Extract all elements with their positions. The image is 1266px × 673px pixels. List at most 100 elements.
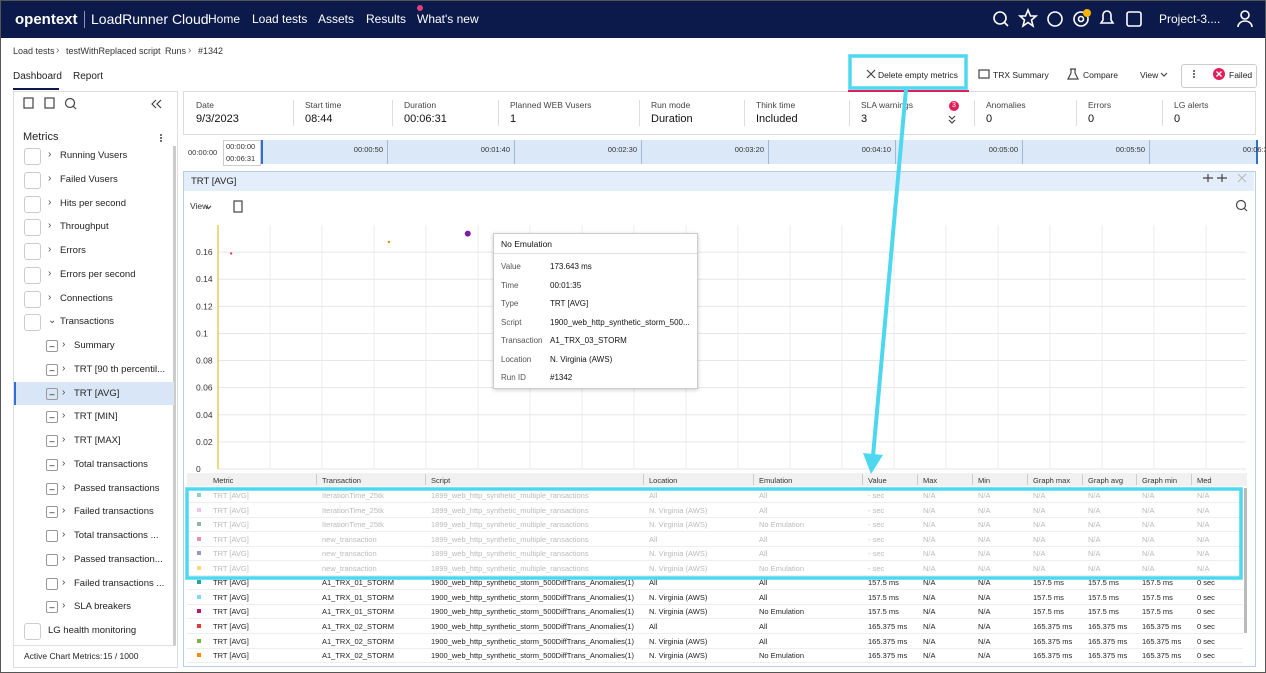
summary-label: Errors bbox=[1088, 100, 1112, 110]
nav-link[interactable]: Home bbox=[208, 12, 241, 26]
table-cell: All bbox=[759, 491, 768, 500]
metric-label[interactable]: Transactions bbox=[60, 316, 115, 328]
metric-label[interactable]: Failed transactions ... bbox=[74, 577, 165, 589]
column-header[interactable]: Script bbox=[431, 476, 451, 485]
expand-arrow[interactable]: › bbox=[62, 434, 66, 445]
metric-label[interactable]: Passed transaction... bbox=[74, 553, 163, 565]
column-header[interactable]: Transaction bbox=[322, 476, 361, 485]
column-header[interactable]: Location bbox=[649, 476, 678, 485]
checkbox[interactable]: – bbox=[46, 435, 58, 447]
trx-button[interactable]: TRX Summary bbox=[993, 70, 1049, 80]
row-sep bbox=[187, 618, 1243, 620]
metric-label[interactable]: Summary bbox=[74, 340, 115, 351]
nav-link[interactable]: What's new bbox=[417, 12, 479, 26]
tab[interactable]: Dashboard bbox=[13, 71, 62, 82]
expand-arrow[interactable]: › bbox=[62, 362, 66, 374]
timeline-label: 00:01:40 bbox=[480, 145, 510, 154]
checkbox[interactable]: – bbox=[46, 482, 58, 495]
metric-label[interactable]: Passed transactions bbox=[74, 482, 160, 494]
breadcrumb[interactable]: testWithReplaced script bbox=[66, 46, 161, 56]
column-header[interactable]: Graph avg bbox=[1088, 476, 1124, 485]
metric-label[interactable]: Connections bbox=[60, 292, 113, 304]
tooltip-label: Location bbox=[501, 354, 532, 364]
metric-label[interactable]: Running Vusers bbox=[60, 150, 128, 161]
nav-link[interactable]: Results bbox=[366, 12, 407, 26]
expand-arrow[interactable]: › bbox=[48, 267, 52, 279]
expand-arrow[interactable]: › bbox=[62, 457, 66, 469]
metric-label[interactable]: TRT [90 th percentil... bbox=[74, 363, 165, 375]
expand-arrow[interactable]: › bbox=[62, 339, 66, 350]
row-swatch bbox=[197, 522, 201, 527]
summary-sep bbox=[498, 100, 499, 126]
expand-arrow[interactable]: › bbox=[62, 505, 66, 517]
expand-arrow[interactable]: › bbox=[48, 291, 52, 303]
expand-arrow[interactable]: › bbox=[62, 576, 66, 588]
table-cell: N/A bbox=[1142, 534, 1155, 544]
metric-label[interactable]: Errors per second bbox=[60, 268, 136, 280]
checkbox[interactable]: – bbox=[46, 601, 58, 614]
column-header[interactable]: Max bbox=[923, 476, 938, 485]
view-button[interactable]: View bbox=[1140, 70, 1159, 80]
metric-label[interactable]: Failed Vusers bbox=[60, 173, 118, 185]
metric-label[interactable]: LG health monitoring bbox=[48, 625, 137, 636]
expand-arrow[interactable]: › bbox=[62, 481, 66, 493]
expand-arrow[interactable]: › bbox=[48, 196, 52, 208]
column-header[interactable]: Value bbox=[868, 476, 887, 485]
metric-label[interactable]: Total transactions ... bbox=[74, 530, 159, 541]
expand-arrow[interactable]: ⌄ bbox=[48, 315, 57, 327]
metric-icon bbox=[24, 243, 41, 260]
delete-button[interactable]: Delete empty metrics bbox=[878, 70, 958, 80]
compare-button[interactable]: Compare bbox=[1083, 70, 1118, 80]
checkbox[interactable]: – bbox=[46, 363, 58, 376]
column-header[interactable]: Min bbox=[978, 476, 991, 485]
metric-label[interactable]: Errors bbox=[60, 245, 86, 256]
metric-label[interactable]: TRT [AVG] bbox=[74, 387, 120, 399]
checkbox[interactable]: – bbox=[46, 387, 58, 400]
checkbox[interactable]: – bbox=[46, 506, 58, 519]
nav-link[interactable]: Assets bbox=[318, 12, 355, 26]
summary-value: 3 bbox=[861, 113, 868, 125]
breadcrumb[interactable]: Load tests bbox=[13, 46, 55, 56]
checkbox[interactable] bbox=[46, 530, 58, 542]
metric-label[interactable]: SLA breakers bbox=[74, 601, 132, 613]
checkbox[interactable] bbox=[46, 577, 58, 590]
panel-view[interactable]: View bbox=[190, 201, 209, 211]
expand-arrow[interactable]: › bbox=[62, 552, 66, 564]
nav-link[interactable]: Load tests bbox=[252, 12, 308, 26]
column-header[interactable]: Graph max bbox=[1033, 476, 1071, 485]
column-header[interactable]: Metric bbox=[213, 476, 234, 485]
metric-label[interactable]: TRT [MAX] bbox=[74, 435, 121, 446]
table-cell: N/A bbox=[923, 592, 936, 602]
metric-label[interactable]: Hits per second bbox=[60, 197, 127, 209]
breadcrumb[interactable]: Runs bbox=[165, 46, 187, 56]
expand-arrow[interactable]: › bbox=[62, 529, 66, 540]
tooltip-label: Script bbox=[501, 317, 522, 327]
metric-label[interactable]: Total transactions bbox=[74, 458, 148, 470]
expand-arrow[interactable]: › bbox=[48, 149, 52, 160]
expand-arrow[interactable]: › bbox=[62, 410, 66, 422]
checkbox[interactable] bbox=[46, 553, 58, 566]
table-cell: 157.5 ms bbox=[868, 607, 899, 617]
checkbox[interactable]: – bbox=[46, 411, 58, 424]
expand-arrow[interactable]: › bbox=[62, 386, 66, 398]
metric-label[interactable]: Throughput bbox=[60, 221, 109, 233]
table-cell: N/A bbox=[978, 651, 991, 661]
column-header[interactable]: Graph min bbox=[1142, 476, 1178, 485]
checkbox[interactable]: – bbox=[46, 340, 58, 352]
data-point bbox=[229, 252, 233, 255]
expand-arrow[interactable]: › bbox=[62, 600, 66, 612]
tab[interactable]: Report bbox=[73, 71, 104, 82]
table-cell: N/A bbox=[1033, 549, 1046, 559]
timeline-label: 00:03:20 bbox=[734, 145, 764, 154]
checkbox[interactable]: – bbox=[46, 458, 58, 471]
toolbar-box bbox=[1181, 64, 1257, 88]
column-header[interactable]: Med bbox=[1197, 476, 1212, 485]
column-header[interactable]: Emulation bbox=[759, 476, 793, 485]
project[interactable]: Project-3.... bbox=[1159, 12, 1221, 26]
summary-label: LG alerts bbox=[1174, 100, 1209, 110]
expand-arrow[interactable]: › bbox=[48, 172, 52, 184]
metric-label[interactable]: Failed transactions bbox=[74, 506, 154, 518]
expand-arrow[interactable]: › bbox=[48, 220, 52, 232]
metric-label[interactable]: TRT [MIN] bbox=[74, 411, 118, 423]
expand-arrow[interactable]: › bbox=[48, 244, 52, 255]
